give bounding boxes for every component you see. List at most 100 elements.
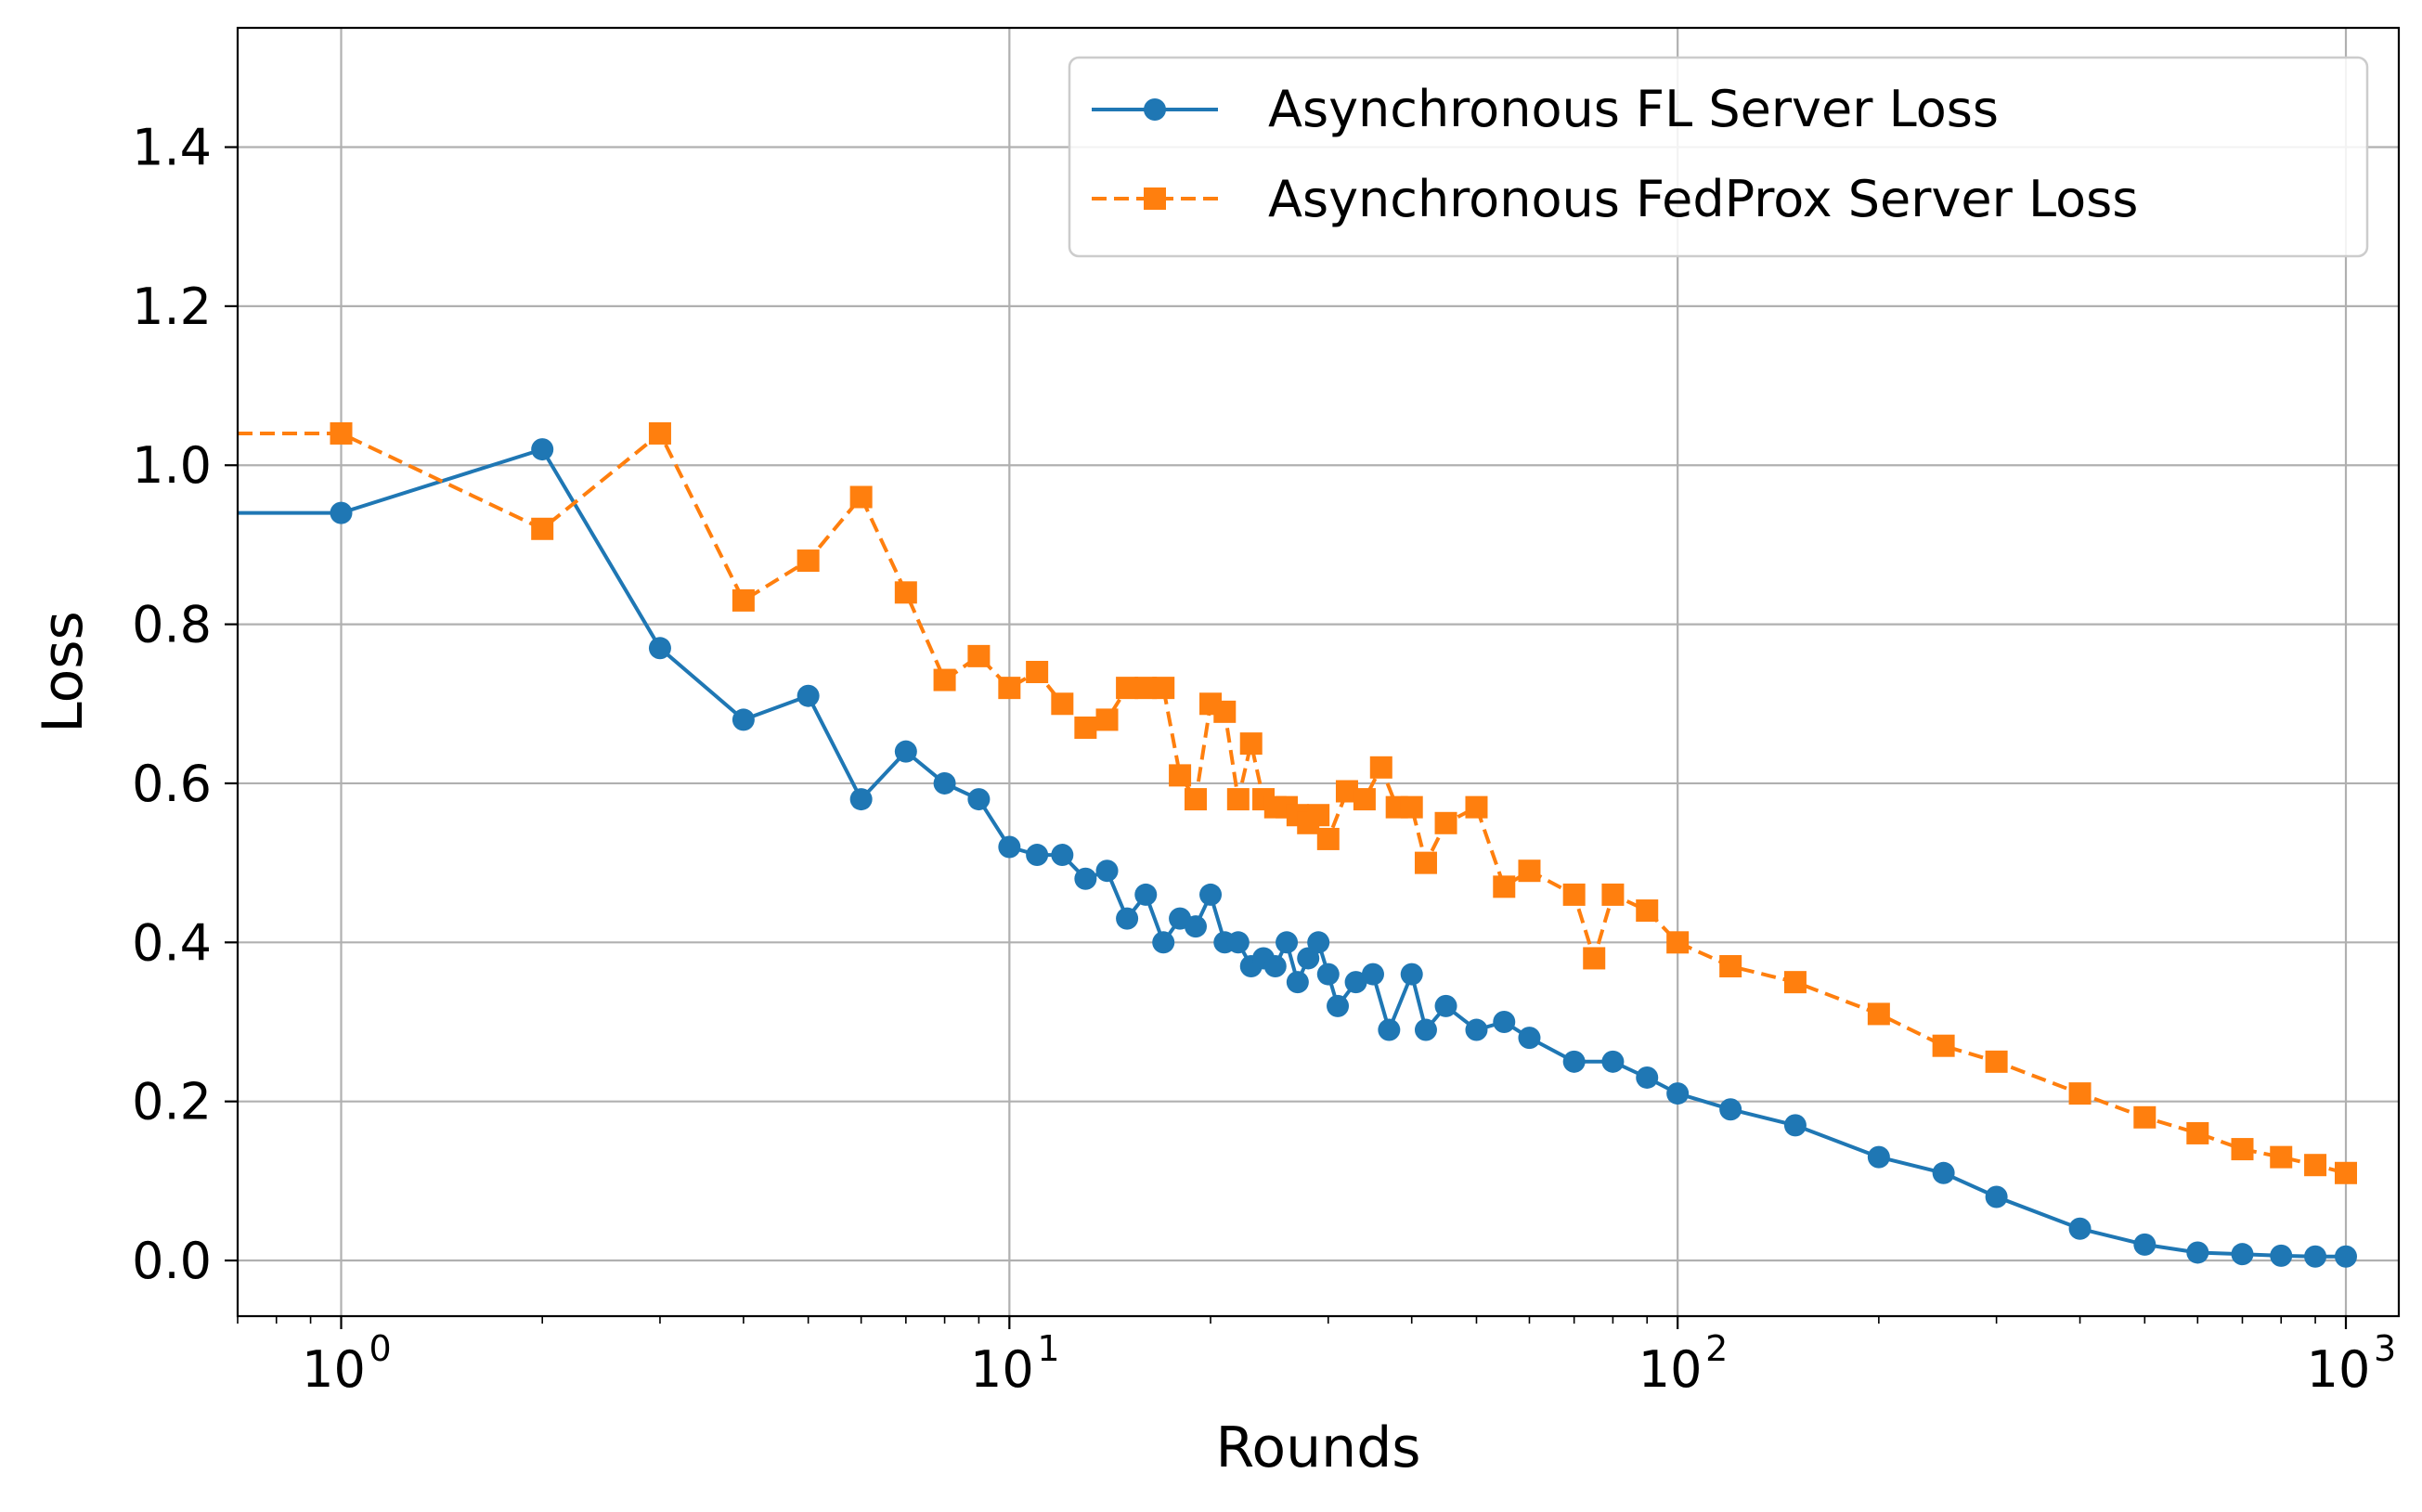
data-point [1666,931,1690,954]
data-point [1867,1002,1890,1026]
data-point [1327,994,1350,1017]
data-point [1307,804,1330,827]
data-point [1226,788,1250,811]
data-point [1353,788,1376,811]
data-point [330,421,353,445]
y-tick-label: 1.0 [132,436,212,495]
data-point [1297,947,1320,970]
data-point [933,668,956,691]
data-point [1307,931,1330,954]
data-point [1400,963,1423,986]
data-point [1213,700,1237,723]
legend-marker-fedprox [1144,187,1166,210]
y-axis: 0.0 0.2 0.4 0.6 0.8 1.0 1.2 1.4 [132,119,238,1290]
data-point [2335,1161,2358,1184]
data-point [1074,716,1097,739]
legend-label-fedprox: Asynchronous FedProx Server Loss [1268,170,2138,228]
data-point [2186,1241,2209,1264]
data-point [1465,1018,1488,1041]
x-axis-title: Rounds [1215,1415,1420,1480]
data-point [1562,883,1586,906]
data-point [1239,732,1263,756]
data-point [797,684,820,707]
data-point [1666,1082,1690,1105]
data-point [1414,1018,1437,1041]
x-tick-label: 10 [302,1340,366,1399]
legend-box [1068,56,2369,258]
data-point [1199,883,1223,906]
data-point [330,501,353,524]
data-point [648,637,671,660]
data-point [1719,955,1742,978]
y-tick-label: 1.2 [132,278,212,336]
x-tick-label: 10 [1638,1340,1703,1399]
plot-frame [236,26,2401,1318]
data-point [2335,1245,2358,1268]
data-point [1985,1050,2008,1073]
x-tick-label: 10 [2307,1340,2371,1399]
data-point [998,677,1021,700]
data-point [1601,1050,1625,1073]
data-point [849,788,873,811]
series-line [238,447,2346,1259]
series-1 [238,421,2358,1184]
data-point [732,588,755,612]
y-tick-label: 0.8 [132,596,212,654]
data-point [1719,1098,1742,1121]
data-point [967,644,991,667]
data-point [1051,692,1074,716]
data-point [2068,1082,2092,1105]
series-lines [238,421,2358,1268]
data-point [1414,851,1437,874]
data-point [1116,677,1139,700]
data-point [1361,963,1384,986]
data-point [1263,955,1287,978]
data-point [797,549,820,573]
x-axis: 10 0 10 1 10 2 10 3 [237,1316,2396,1399]
data-point [1636,899,1659,923]
legend-label-fl: Asynchronous FL Server Loss [1268,80,1999,138]
data-point [1493,1010,1516,1033]
x-tick-exponent: 3 [2374,1328,2396,1369]
data-point [1051,844,1074,867]
data-point [2270,1145,2293,1169]
x-tick-exponent: 2 [1705,1328,1728,1369]
data-point [1400,795,1423,819]
data-point [1316,827,1340,850]
data-point [1116,907,1139,930]
y-tick-label: 1.4 [132,119,212,177]
data-point [1095,859,1119,883]
data-point [894,740,917,763]
data-point [1378,1018,1401,1041]
data-point [2186,1121,2209,1144]
data-point [1518,1027,1541,1050]
data-point [2133,1105,2156,1129]
data-point [2231,1243,2254,1266]
data-point [1562,1050,1586,1073]
data-point [894,581,917,604]
data-point [1985,1185,2008,1208]
data-point [1152,931,1175,954]
y-tick-label: 0.2 [132,1073,212,1131]
data-point [1434,994,1457,1017]
data-point [1583,947,1606,970]
data-point [1434,811,1457,834]
data-point [2304,1154,2327,1177]
data-point [1134,883,1158,906]
x-tick-exponent: 1 [1037,1328,1059,1369]
y-tick-label: 0.4 [132,913,212,972]
data-point [1932,1161,1955,1184]
data-point [998,835,1021,859]
data-point [1783,1114,1807,1137]
data-point [1867,1145,1890,1169]
data-point [1344,971,1367,994]
data-point [1316,963,1340,986]
data-point [1601,883,1625,906]
data-point [1465,795,1488,819]
data-point [849,485,873,509]
data-point [1276,931,1299,954]
data-point [1152,677,1175,700]
data-point [531,438,554,461]
legend-marker-fl [1144,98,1166,121]
data-point [933,771,956,795]
